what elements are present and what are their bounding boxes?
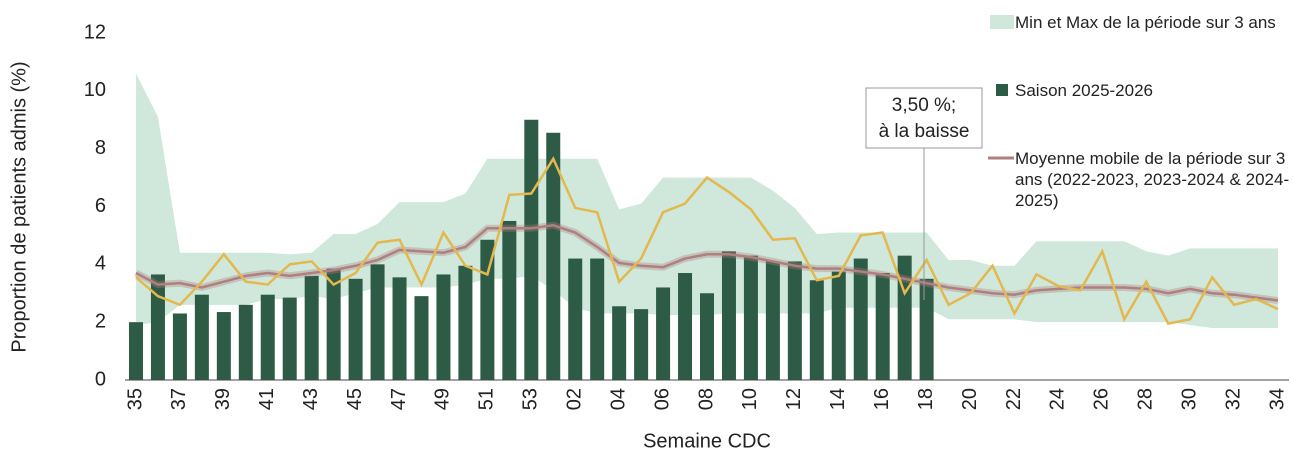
- bar: [348, 278, 363, 380]
- bar: [128, 322, 143, 380]
- bar: [787, 261, 802, 380]
- y-tick-label: 4: [95, 253, 106, 275]
- x-tick-label: 34: [1266, 388, 1288, 410]
- bar: [546, 132, 561, 380]
- x-tick-label: 14: [827, 388, 849, 410]
- bar: [150, 274, 165, 380]
- x-tick-label: 39: [212, 388, 234, 410]
- x-tick-label: 10: [739, 388, 761, 410]
- bar: [634, 309, 649, 380]
- bar: [282, 297, 297, 380]
- y-tick-label: 10: [84, 79, 106, 101]
- bar: [436, 274, 451, 380]
- x-tick-label: 24: [1047, 388, 1069, 410]
- bar: [502, 220, 517, 380]
- line: [135, 156, 1279, 326]
- bar: [304, 275, 319, 380]
- bar: [480, 239, 495, 380]
- bar: [216, 312, 231, 380]
- x-tick-label: 30: [1178, 388, 1200, 410]
- x-tick-label: 22: [1003, 388, 1025, 410]
- x-tick-label: 51: [476, 388, 498, 410]
- x-tick-label: 49: [432, 388, 454, 410]
- bar: [524, 119, 539, 380]
- x-tick-label: 04: [607, 388, 629, 410]
- x-tick-label: 32: [1222, 388, 1244, 410]
- range-area: [135, 73, 1279, 328]
- legend-swatch: [996, 84, 1008, 96]
- x-tick-label: 47: [388, 388, 410, 410]
- y-tick-label: 8: [95, 137, 106, 159]
- annotation-text: à la baisse: [879, 121, 970, 142]
- y-tick-label: 2: [95, 310, 106, 332]
- x-tick-label: 08: [695, 388, 717, 410]
- legend-label: Moyenne mobile de la période sur 3 ans (…: [1015, 149, 1290, 210]
- bar: [743, 255, 758, 380]
- bar: [809, 280, 824, 380]
- x-tick-label: 37: [168, 388, 190, 410]
- bar: [831, 271, 846, 380]
- bar: [612, 306, 627, 380]
- bar: [238, 304, 253, 380]
- bar: [370, 264, 385, 380]
- y-tick-label: 6: [95, 195, 106, 217]
- x-tick-label: 53: [520, 388, 542, 410]
- bar: [721, 251, 736, 380]
- bar: [590, 258, 605, 380]
- y-axis-title: Proportion de patients admis (%): [8, 61, 30, 352]
- x-tick-label: 18: [915, 388, 937, 410]
- bar: [875, 273, 890, 380]
- bar: [919, 278, 934, 380]
- bar: [568, 258, 583, 380]
- y-tick-label: 12: [84, 21, 106, 43]
- bar: [172, 313, 187, 380]
- bar: [260, 294, 275, 380]
- bar: [656, 287, 671, 380]
- x-tick-label: 28: [1135, 388, 1157, 410]
- x-tick-label: 06: [651, 388, 673, 410]
- bar: [853, 258, 868, 380]
- legend-label: Min et Max de la période sur 3 ans: [1015, 13, 1276, 32]
- bar: [392, 277, 407, 380]
- bar: [700, 293, 714, 380]
- x-tick-label: 41: [256, 388, 278, 410]
- x-tick-label: 16: [871, 388, 893, 410]
- x-axis-title: Semaine CDC: [643, 430, 771, 452]
- annotation-box: [865, 87, 983, 149]
- bar: [194, 294, 209, 380]
- legend-swatch: [990, 15, 1014, 29]
- x-tick-label: 12: [783, 388, 805, 410]
- bar: [414, 296, 429, 380]
- annotation-text: 3,50 %;: [892, 95, 956, 116]
- x-tick-label: 45: [344, 388, 366, 410]
- bar: [326, 268, 341, 380]
- bar: [765, 261, 780, 380]
- x-tick-label: 02: [564, 388, 586, 410]
- x-tick-label: 26: [1091, 388, 1113, 410]
- x-tick-label: 20: [959, 388, 981, 410]
- bar: [458, 265, 473, 380]
- x-tick-label: 43: [300, 388, 322, 410]
- bar: [678, 273, 693, 380]
- line: [135, 224, 1279, 302]
- x-tick-label: 35: [124, 388, 146, 410]
- y-tick-label: 0: [95, 368, 106, 390]
- legend-label: Saison 2025-2026: [1015, 81, 1154, 100]
